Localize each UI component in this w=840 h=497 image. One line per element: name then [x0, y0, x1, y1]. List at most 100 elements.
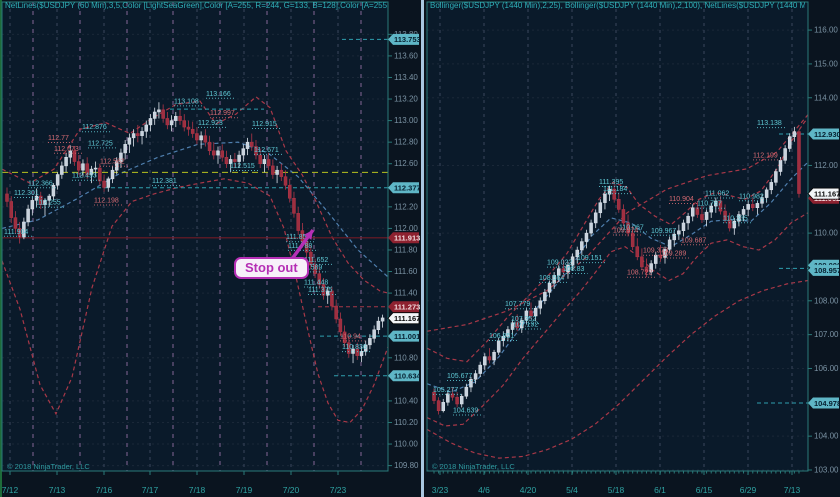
y-tick-label: 103.00: [814, 465, 839, 474]
candle-body: [228, 159, 233, 164]
candle-body: [520, 320, 524, 329]
candle-body: [30, 200, 35, 210]
price-label: 110.067: [619, 224, 644, 231]
candle-body: [165, 118, 170, 126]
price-label: 112.199: [753, 152, 778, 159]
right-chart-panel[interactable]: 105.277 105.677 104.639 106.851 107.352107.1…: [425, 0, 840, 497]
plot-area[interactable]: [2, 2, 388, 471]
price-label: 111.375: [308, 287, 332, 294]
candle-body: [667, 239, 672, 250]
candle-body: [787, 136, 792, 149]
candle-body: [266, 159, 271, 167]
candle-body: [347, 342, 351, 354]
candle-body: [783, 148, 787, 161]
stop-out-annotation[interactable]: Stop out: [234, 257, 309, 279]
price-badge: [388, 370, 419, 382]
left-chart-panel[interactable]: 112.366 112.301 112.255 111.904 112.673 112.7…: [0, 0, 420, 497]
price-badge: [388, 232, 419, 244]
candle-body: [556, 268, 561, 276]
candle-body: [709, 205, 713, 213]
candle-body: [313, 264, 317, 274]
price-badge-label: 111.273: [394, 303, 420, 312]
candle-body: [22, 221, 26, 238]
candle-body: [186, 126, 191, 130]
candle-body: [43, 200, 47, 205]
price-badge: [807, 187, 840, 200]
indicator-line: [426, 114, 809, 332]
price-badge-label: 111.167: [814, 189, 840, 198]
y-tick-label: 112.80: [394, 138, 418, 147]
candle-body: [207, 141, 212, 152]
price-label: 107.352: [511, 316, 536, 323]
price-label: 108.564: [539, 275, 564, 282]
candle-body: [727, 219, 732, 229]
price-badge-label: 110.634: [394, 371, 420, 380]
price-label: 109.289: [661, 250, 686, 257]
panel-divider[interactable]: [420, 0, 425, 497]
price-label: 105.277: [433, 387, 458, 394]
candle-body: [459, 395, 464, 405]
price-badge-label: 111.167: [394, 314, 420, 323]
price-badge: [808, 128, 839, 140]
x-tick-label: 6/15: [696, 485, 713, 495]
candle-body: [169, 120, 174, 126]
candle-body: [469, 379, 473, 388]
candle-body: [797, 131, 801, 194]
price-label: 109.022: [547, 260, 572, 267]
price-label: 109.373: [643, 248, 668, 255]
price-label: 113.166: [206, 91, 231, 98]
price-label: 112.255: [36, 200, 61, 207]
candle-body: [446, 393, 450, 403]
candle-body: [737, 214, 741, 222]
candle-body: [584, 232, 589, 242]
price-label: 112.366: [28, 180, 53, 187]
y-tick-label: 111.80: [394, 245, 418, 254]
candle-body: [751, 204, 755, 208]
price-label: 112.673: [54, 146, 79, 153]
plot-area[interactable]: [427, 2, 808, 471]
candle-body: [85, 163, 89, 175]
price-label: 112.725: [88, 140, 113, 147]
candle-body: [334, 305, 338, 320]
candle-body: [506, 329, 510, 337]
price-label: 112.997: [210, 110, 235, 117]
candle-body: [355, 348, 360, 356]
candle-body: [47, 195, 51, 201]
y-tick-label: 113.60: [394, 51, 418, 60]
candle-body: [296, 213, 300, 231]
candle-body: [93, 167, 98, 170]
candle-body: [654, 254, 658, 264]
candle-body: [199, 135, 203, 141]
price-badge-label: 111.001: [394, 332, 420, 341]
price-label: 110.94: [340, 333, 361, 340]
candle-body: [363, 344, 368, 352]
candle-body: [376, 320, 381, 331]
candle-body: [9, 201, 13, 218]
candle-body: [436, 400, 441, 412]
candle-body: [220, 150, 224, 158]
candle-body: [593, 212, 598, 224]
candle-body: [732, 221, 737, 229]
right-chart-title: Bollinger($USDJPY (1440 Min),2,25), Boll…: [430, 1, 805, 10]
candle-body: [161, 109, 165, 119]
candle-body: [34, 195, 39, 201]
candle-body: [127, 137, 132, 145]
y-tick-label: 114.00: [814, 93, 838, 102]
candle-body: [300, 230, 305, 242]
candle-body: [690, 207, 695, 217]
candle-body: [649, 263, 653, 273]
candle-body: [250, 141, 254, 147]
candle-body: [233, 159, 237, 162]
price-badge: [808, 264, 839, 276]
x-tick-label: 5/18: [608, 485, 625, 495]
price-label: 111.184: [603, 186, 627, 193]
candle-body: [464, 386, 469, 397]
price-badge: [388, 33, 419, 45]
candle-body: [778, 160, 783, 172]
left-copyright: © 2018 NinjaTrader, LLC: [7, 462, 90, 471]
x-tick-label: 7/13: [49, 485, 66, 495]
candle-body: [275, 169, 279, 175]
price-label: 109.974: [613, 227, 638, 234]
price-label: 105.677: [447, 373, 472, 380]
x-tick-label: 3/23: [432, 485, 449, 495]
